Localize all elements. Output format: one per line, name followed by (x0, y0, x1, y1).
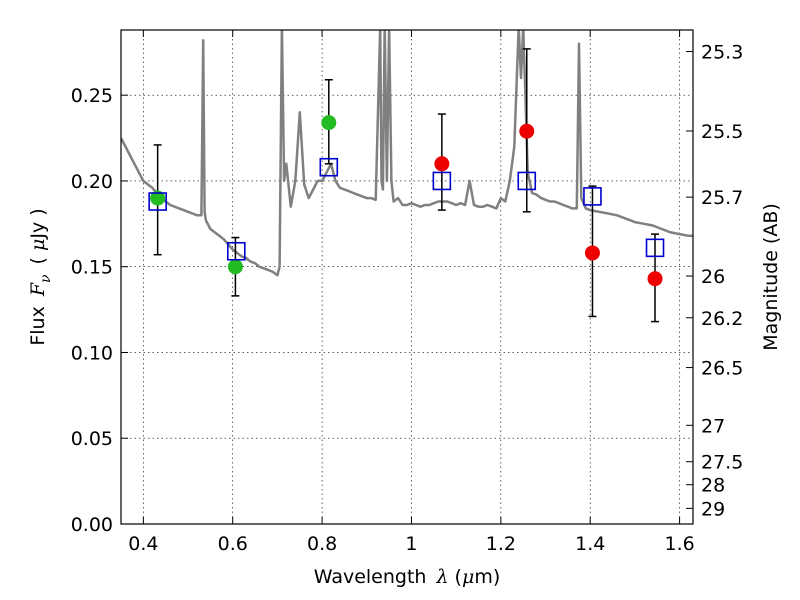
y2-tick-label: 25.3 (701, 42, 743, 64)
axis-ticks: 0.4 0.6 0.8 1 1.2 1.4 1.6 0.00 0.05 0.10 0.15 0.20 0… (71, 30, 743, 555)
x-tick-label: 0.4 (128, 533, 158, 555)
x-tick-label: 1.6 (664, 533, 694, 555)
photometry-point (227, 259, 243, 275)
y2-tick-label: 25.7 (701, 187, 743, 209)
x-tick-label: 0.6 (218, 533, 248, 555)
y2-tick-label: 26 (701, 266, 725, 288)
y2-tick-label: 26.5 (701, 358, 743, 380)
y2-tick-label: 28 (701, 475, 725, 497)
grid-lines (121, 30, 693, 525)
y-tick-label: 0.15 (71, 257, 113, 279)
y2-tick-label: 29 (701, 498, 725, 520)
x-tick-label: 1.4 (575, 533, 605, 555)
x-tick-label: 1.2 (486, 533, 516, 555)
y2-tick-label: 27 (701, 415, 725, 437)
y2-tick-label: 26.2 (701, 308, 743, 330)
y2-axis-title: Magnitude (AB) (760, 203, 782, 351)
x-tick-label: 1 (405, 533, 417, 555)
plot-frame (120, 29, 694, 525)
photometry-point (321, 115, 337, 131)
photometry-point (584, 245, 600, 261)
y-tick-label: 0.25 (71, 85, 113, 107)
photometry-point (150, 190, 166, 206)
x-axis-title: Wavelength λ (μm) (314, 566, 501, 588)
x-tick-label: 0.8 (307, 533, 337, 555)
model-flux-square (319, 157, 339, 177)
photometry-point (434, 156, 450, 172)
model-flux-square (517, 171, 537, 191)
model-flux-square (432, 171, 452, 191)
photometry-point (647, 271, 663, 287)
photometry-point (519, 123, 535, 139)
plot-area (121, 30, 693, 323)
model-flux-square (645, 238, 665, 258)
model-flux-square (583, 187, 602, 206)
y2-tick-label: 27.5 (701, 452, 743, 474)
y-axis-title: FluxFν( μJy ) (27, 208, 54, 345)
model-flux-square (226, 241, 246, 261)
y2-tick-label: 25.5 (701, 121, 743, 143)
y-tick-label: 0.00 (71, 514, 113, 536)
model-sed-line (121, 30, 693, 277)
y-tick-label: 0.10 (71, 342, 113, 364)
model-flux-square (148, 192, 167, 211)
y-tick-label: 0.05 (71, 428, 113, 450)
y-tick-label: 0.20 (71, 171, 113, 193)
